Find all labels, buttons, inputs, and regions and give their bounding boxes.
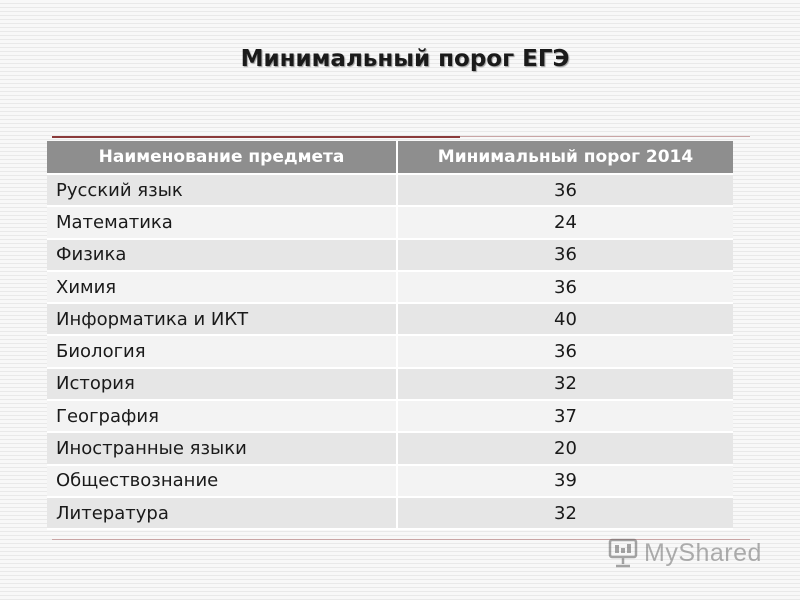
top-rule-light [460, 136, 750, 137]
subject-cell: Химия [47, 270, 398, 305]
table-row: Биология 36 [47, 335, 733, 369]
subject-cell: Информатика и ИКТ [47, 303, 398, 337]
table-row: Русский язык 36 [47, 174, 733, 208]
watermark: MyShared [607, 537, 762, 569]
subject-cell: Русский язык [47, 174, 398, 208]
threshold-cell: 36 [397, 335, 733, 369]
threshold-cell: 20 [397, 432, 733, 466]
threshold-cell: 32 [397, 367, 733, 402]
table-row: История 32 [47, 367, 733, 402]
threshold-cell: 36 [397, 174, 733, 208]
threshold-cell: 37 [397, 400, 733, 434]
table-row: Физика 36 [47, 238, 733, 272]
subject-cell: Математика [47, 206, 398, 240]
table-row: Математика 24 [47, 206, 733, 240]
top-rule-dark [52, 136, 460, 138]
podium-icon [608, 538, 638, 568]
subject-cell: Литература [47, 496, 398, 531]
slide-title: Минимальный порог ЕГЭ [240, 46, 570, 72]
threshold-cell: 24 [397, 206, 733, 240]
table-row: Иностранные языки 20 [47, 432, 733, 466]
column-header-threshold: Минимальный порог 2014 [397, 141, 733, 175]
subject-cell: Физика [47, 238, 398, 272]
table-header-row: Наименование предмета Минимальный порог … [47, 141, 733, 175]
column-header-subject: Наименование предмета [47, 141, 398, 175]
threshold-cell: 32 [397, 496, 733, 531]
subject-cell: Обществознание [47, 464, 398, 498]
subject-cell: География [47, 400, 398, 434]
threshold-cell: 40 [397, 303, 733, 337]
table-row: Информатика и ИКТ 40 [47, 303, 733, 337]
subject-cell: История [47, 367, 398, 402]
bottom-rule [52, 539, 750, 540]
thresholds-table: Наименование предмета Минимальный порог … [47, 141, 733, 531]
threshold-cell: 36 [397, 238, 733, 272]
table-row: Литература 32 [47, 496, 733, 531]
subject-cell: Иностранные языки [47, 432, 398, 466]
table-row: Обществознание 39 [47, 464, 733, 498]
table-row: Химия 36 [47, 270, 733, 305]
threshold-cell: 39 [397, 464, 733, 498]
table-row: География 37 [47, 400, 733, 434]
subject-cell: Биология [47, 335, 398, 369]
watermark-text: MyShared [644, 538, 762, 567]
threshold-cell: 36 [397, 270, 733, 305]
